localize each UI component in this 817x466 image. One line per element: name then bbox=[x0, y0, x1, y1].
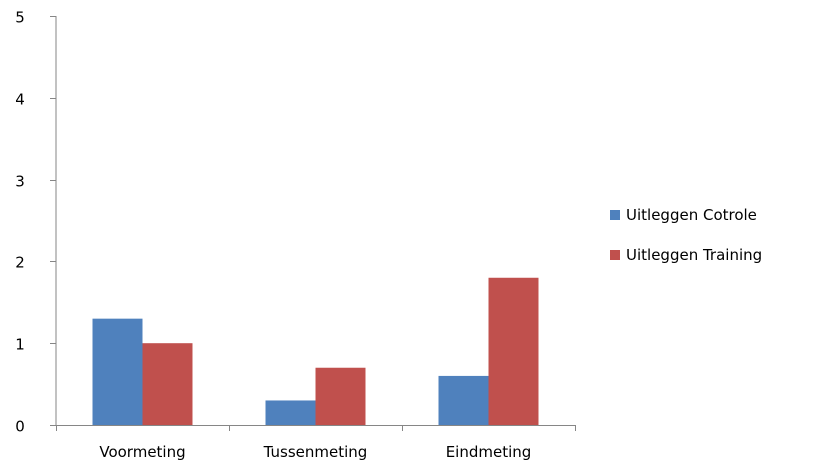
y-tick-label: 4 bbox=[15, 91, 25, 109]
bar-uitleggen-training-eindmeting bbox=[488, 277, 539, 425]
legend-label: Uitleggen Cotrole bbox=[626, 206, 757, 224]
y-tick-label: 1 bbox=[15, 336, 25, 354]
x-tick-label: Tussenmeting bbox=[263, 443, 368, 461]
y-axis: 0 1 2 3 4 5 bbox=[15, 9, 57, 436]
x-tick-label: Voormeting bbox=[99, 443, 185, 461]
y-tick-label: 2 bbox=[15, 254, 25, 272]
x-axis: Voormeting Tussenmeting Eindmeting bbox=[56, 425, 576, 461]
bar-uitleggen-cotrole-eindmeting bbox=[438, 375, 489, 425]
bar-uitleggen-cotrole-tussenmeting bbox=[265, 400, 316, 425]
y-tick-label: 5 bbox=[15, 9, 25, 27]
bar-uitleggen-training-voormeting bbox=[142, 343, 193, 425]
bar-uitleggen-training-tussenmeting bbox=[315, 367, 366, 425]
legend-label: Uitleggen Training bbox=[626, 246, 762, 264]
legend: Uitleggen Cotrole Uitleggen Training bbox=[610, 206, 762, 264]
bars bbox=[92, 277, 539, 425]
bar-uitleggen-cotrole-voormeting bbox=[92, 318, 143, 425]
y-tick-label: 0 bbox=[15, 418, 25, 436]
x-tick-label: Eindmeting bbox=[446, 443, 532, 461]
legend-swatch bbox=[610, 210, 620, 220]
y-tick-label: 3 bbox=[15, 173, 25, 191]
legend-swatch bbox=[610, 250, 620, 260]
